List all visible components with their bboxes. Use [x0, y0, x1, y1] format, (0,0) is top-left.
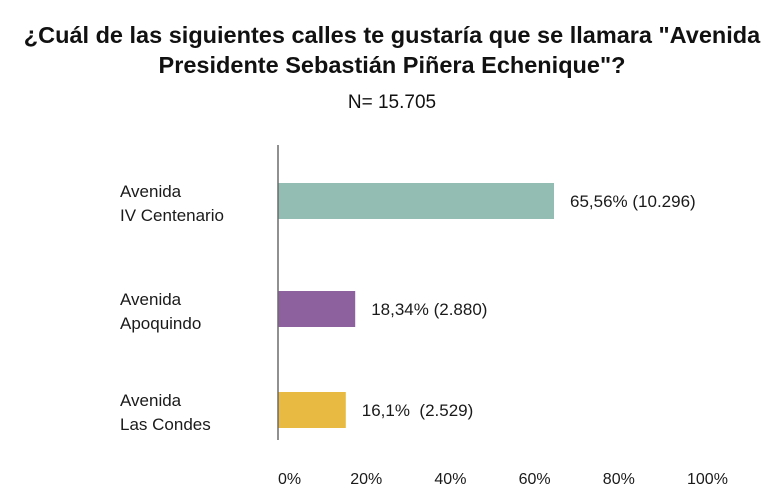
x-tick-label: 100%: [687, 471, 728, 488]
category-label-line: IV Centenario: [120, 206, 224, 225]
category-label: Avenida IV Centenario: [120, 182, 224, 225]
sample-size-label: N= 15.705: [347, 92, 437, 113]
category-label-line: Avenida: [120, 182, 182, 201]
x-tick-label: 80%: [603, 471, 635, 488]
category-label-line: Las Condes: [120, 415, 211, 434]
category-label: Avenida Las Condes: [120, 391, 211, 434]
data-label: 18,34% (2.880): [371, 300, 487, 319]
category-label-line: Avenida: [120, 290, 182, 309]
bar-3: [278, 392, 346, 428]
x-tick-label: 0%: [278, 471, 301, 488]
chart-title-line-1: ¿Cuál de las siguientes calles te gustar…: [23, 22, 761, 48]
bar-2: [278, 291, 356, 327]
category-label-line: Apoquindo: [120, 314, 201, 333]
x-tick-label: 20%: [350, 471, 382, 488]
data-label: 16,1% (2.529): [362, 401, 474, 420]
category-label: Avenida Apoquindo: [120, 290, 201, 333]
bar-1: [278, 183, 555, 219]
x-tick-label: 60%: [519, 471, 551, 488]
chart-title: ¿Cuál de las siguientes calles te gustar…: [0, 20, 784, 80]
chart-title-line-2: Presidente Sebastián Piñera Echenique"?: [158, 52, 626, 78]
category-label-line: Avenida: [120, 391, 182, 410]
x-tick-label: 40%: [434, 471, 466, 488]
data-label: 65,56% (10.296): [570, 192, 696, 211]
